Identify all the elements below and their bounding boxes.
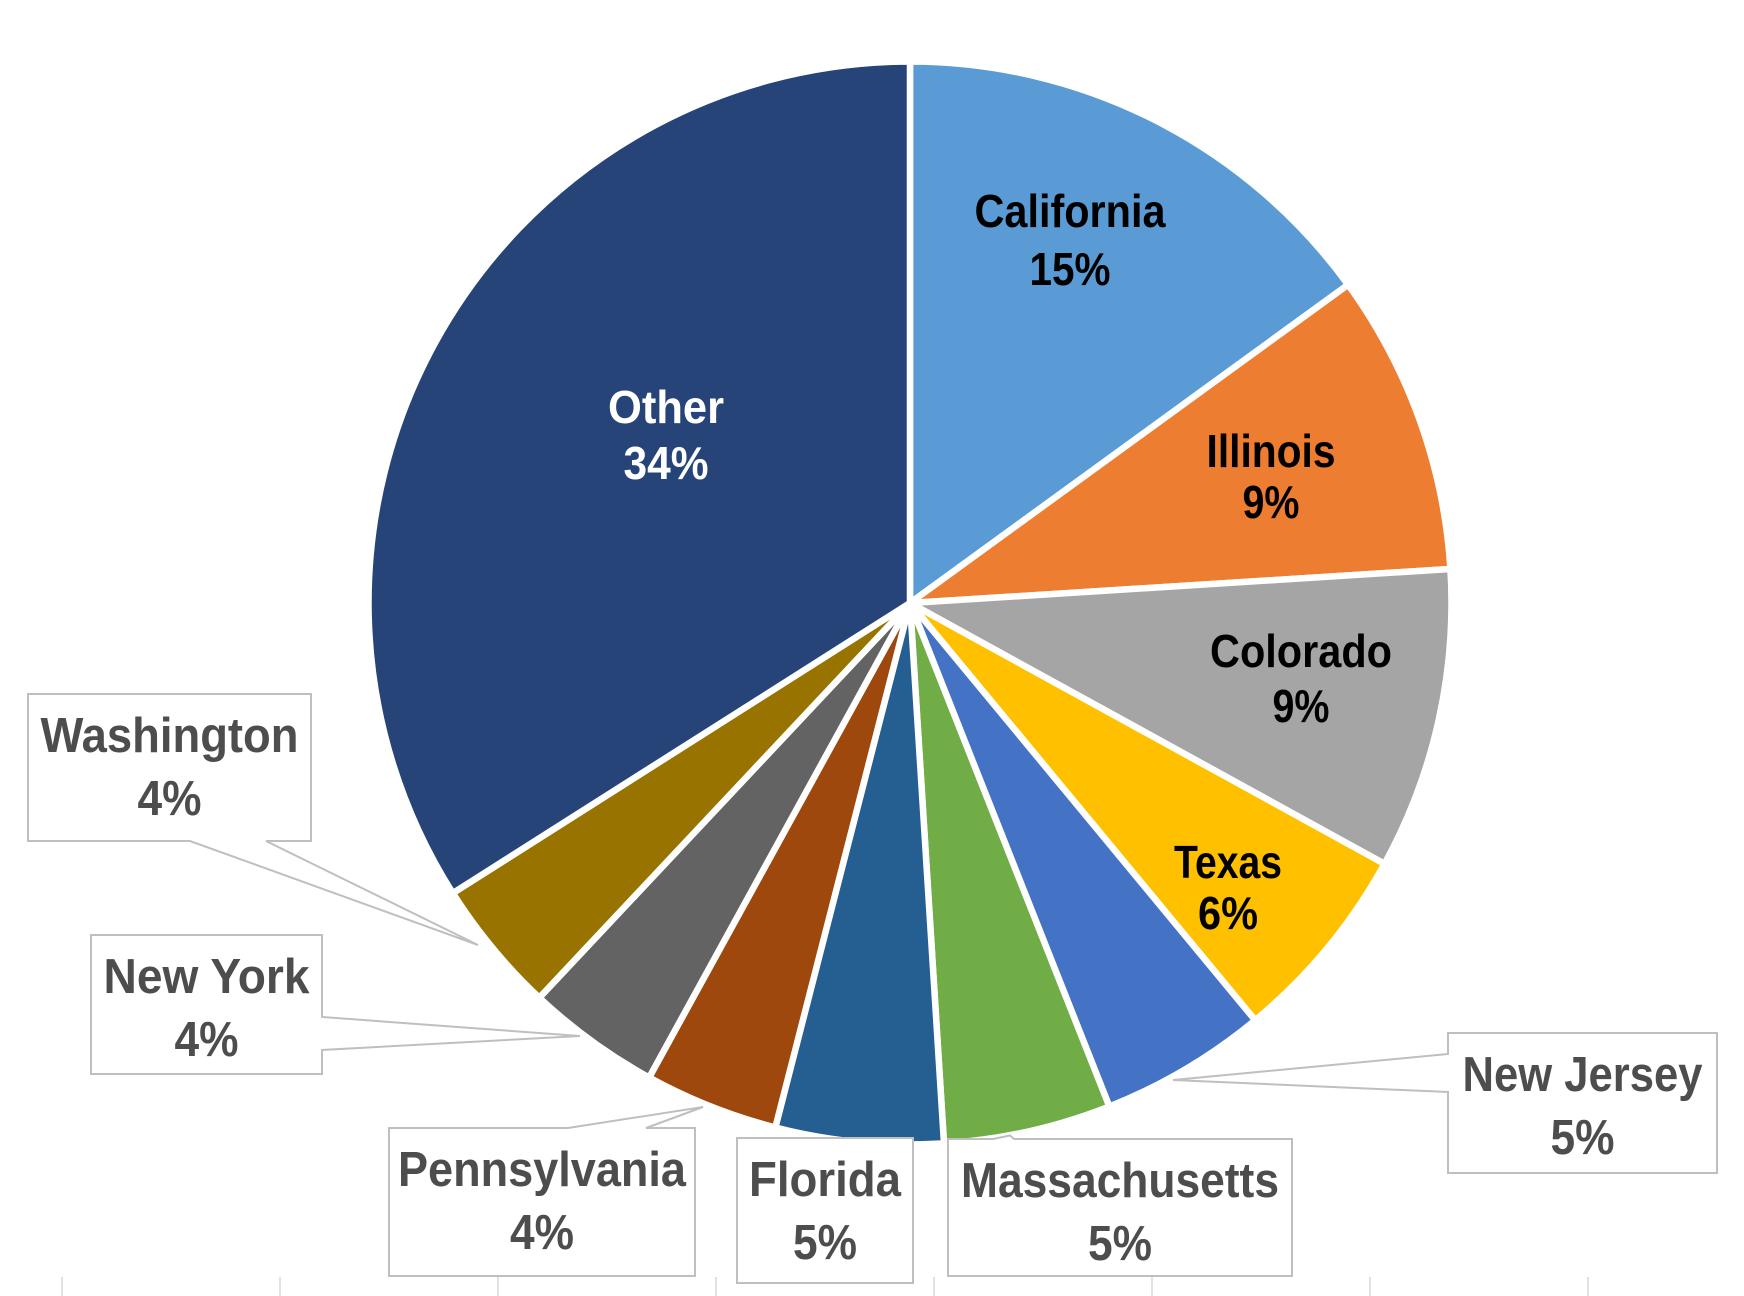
svg-text:Other: Other	[608, 381, 724, 433]
svg-text:4%: 4%	[510, 1206, 574, 1260]
svg-text:9%: 9%	[1243, 476, 1300, 528]
svg-text:Illinois: Illinois	[1207, 425, 1336, 477]
svg-text:Pennsylvania: Pennsylvania	[398, 1143, 687, 1197]
svg-text:Massachusetts: Massachusetts	[961, 1154, 1279, 1208]
svg-text:6%: 6%	[1198, 887, 1258, 939]
svg-text:4%: 4%	[175, 1013, 239, 1067]
svg-text:Texas: Texas	[1174, 836, 1282, 888]
svg-text:Washington: Washington	[41, 709, 299, 763]
svg-text:15%: 15%	[1030, 243, 1111, 295]
svg-text:Colorado: Colorado	[1210, 625, 1392, 677]
svg-text:Florida: Florida	[749, 1153, 902, 1207]
svg-text:5%: 5%	[1088, 1217, 1152, 1271]
svg-text:9%: 9%	[1273, 680, 1330, 732]
svg-text:34%: 34%	[624, 437, 709, 489]
svg-text:New York: New York	[104, 950, 311, 1004]
svg-text:New Jersey: New Jersey	[1463, 1048, 1703, 1102]
svg-text:California: California	[975, 185, 1166, 237]
svg-text:4%: 4%	[138, 772, 202, 826]
svg-text:5%: 5%	[1551, 1111, 1615, 1165]
svg-text:5%: 5%	[793, 1216, 857, 1270]
